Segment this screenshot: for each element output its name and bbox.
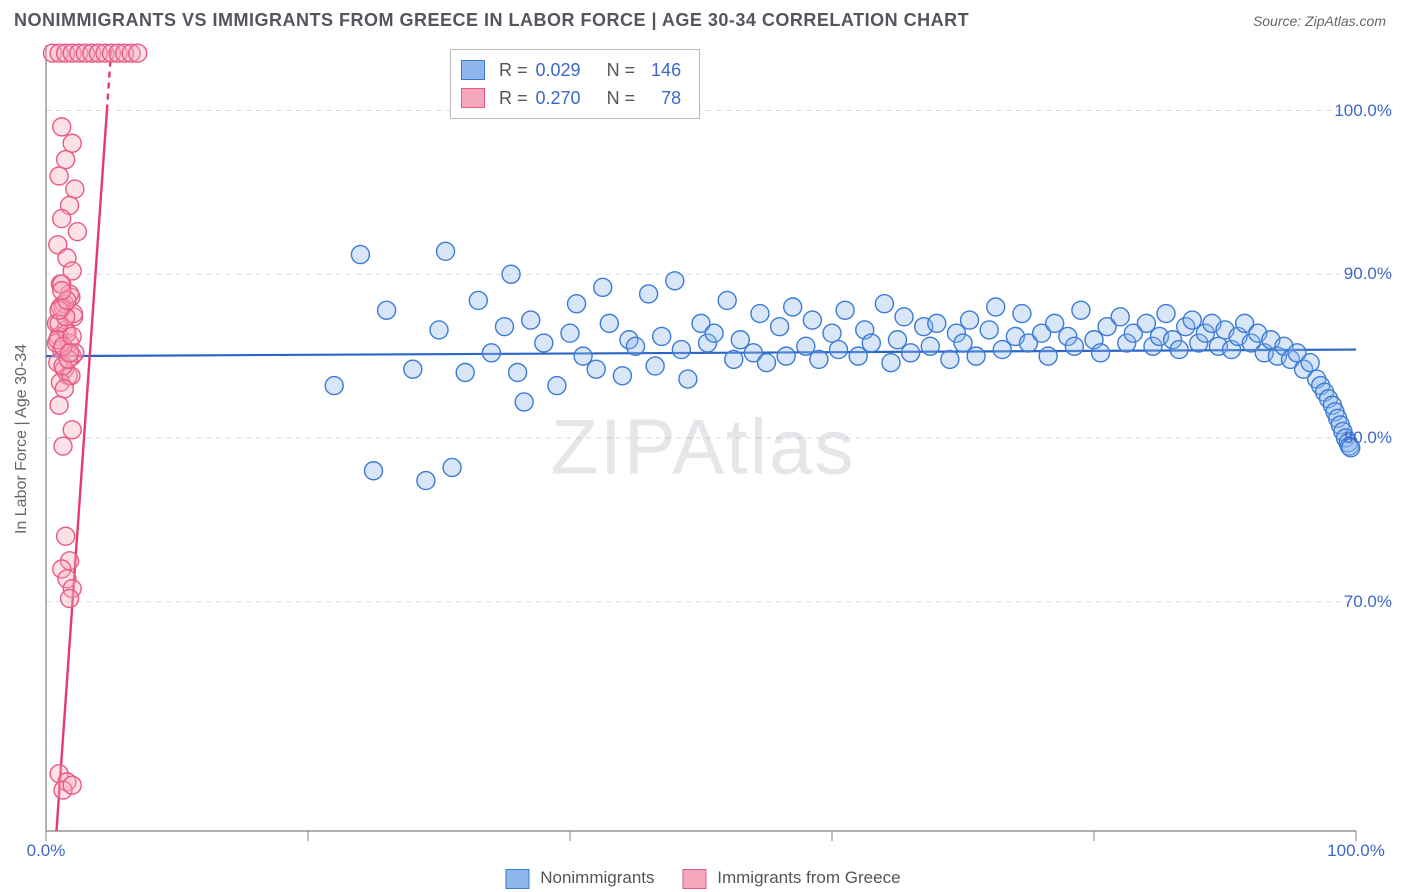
legend-stat-row: R = 0.270 N = 78: [461, 84, 681, 112]
swatch-immigrants: [683, 869, 707, 889]
chart-source: Source: ZipAtlas.com: [1253, 13, 1386, 29]
scatter-chart: [0, 39, 1406, 889]
legend-item-immigrants: Immigrants from Greece: [683, 868, 901, 889]
legend-n-label: N =: [607, 84, 636, 112]
legend-swatch: [461, 88, 485, 108]
chart-header: NONIMMIGRANTS VS IMMIGRANTS FROM GREECE …: [0, 0, 1406, 39]
x-tick-label: 100.0%: [1327, 841, 1385, 861]
y-axis-label: In Labor Force | Age 30-34: [13, 344, 31, 534]
series-legend: Nonimmigrants Immigrants from Greece: [505, 868, 900, 889]
legend-item-nonimmigrants: Nonimmigrants: [505, 868, 654, 889]
legend-n-value: 78: [643, 84, 681, 112]
y-tick-label: 100.0%: [1334, 101, 1392, 121]
legend-label-immigrants: Immigrants from Greece: [717, 868, 900, 887]
y-tick-label: 90.0%: [1344, 264, 1392, 284]
legend-n-value: 146: [643, 56, 681, 84]
legend-r-label: R =: [499, 56, 528, 84]
chart-title: NONIMMIGRANTS VS IMMIGRANTS FROM GREECE …: [14, 10, 969, 31]
x-tick-label: 0.0%: [27, 841, 66, 861]
legend-n-label: N =: [607, 56, 636, 84]
legend-stat-row: R = 0.029 N = 146: [461, 56, 681, 84]
y-tick-label: 80.0%: [1344, 428, 1392, 448]
chart-area: In Labor Force | Age 30-34 ZIPAtlas 70.0…: [0, 39, 1406, 889]
legend-r-value: 0.270: [536, 84, 581, 112]
swatch-nonimmigrants: [505, 869, 529, 889]
legend-swatch: [461, 60, 485, 80]
correlation-legend: R = 0.029 N = 146 R = 0.270 N = 78: [450, 49, 700, 119]
legend-label-nonimmigrants: Nonimmigrants: [540, 868, 654, 887]
y-tick-label: 70.0%: [1344, 592, 1392, 612]
legend-r-value: 0.029: [536, 56, 581, 84]
legend-r-label: R =: [499, 84, 528, 112]
